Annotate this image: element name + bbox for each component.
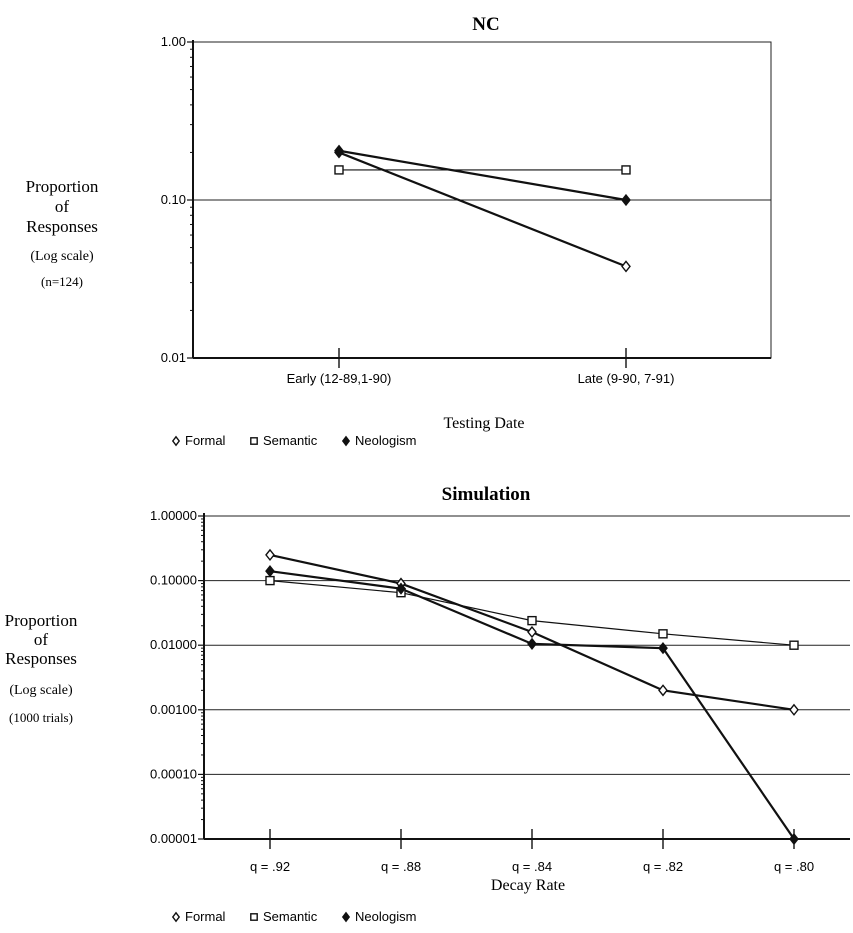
- nc-ylabel-line: of: [55, 197, 70, 216]
- nc-xtick-label: Late (9-90, 7-91): [578, 371, 675, 386]
- sim-legend-label: Formal: [185, 909, 226, 924]
- sim-legend-label: Neologism: [355, 909, 416, 924]
- nc-point-semantic: [621, 165, 631, 175]
- nc-series-line-neologism: [338, 149, 627, 202]
- nc-ytick-label: 0.01: [161, 350, 186, 365]
- nc-legend: Formal Semantic Neologism: [171, 433, 416, 448]
- nc-title: NC: [472, 14, 499, 35]
- nc-xtick-label: Early (12-89,1-90): [287, 371, 392, 386]
- nc-xlabel: Testing Date: [443, 415, 524, 432]
- sim-x-ticks: q = .92 q = .88 q = .84 q = .82 q = .80: [250, 829, 814, 874]
- sim-ylabel-line: (Log scale): [9, 683, 73, 698]
- sim-point-formal: [789, 703, 799, 716]
- sim-ytick-label: 0.10000: [150, 573, 197, 588]
- sim-point-semantic: [789, 640, 799, 650]
- sim-gridlines: [204, 515, 850, 775]
- sim-point-neologism: [396, 582, 406, 595]
- nc-chart: NC Proportion of Responses (Log scale) (…: [26, 14, 772, 448]
- nc-legend-marker-formal: [171, 435, 181, 447]
- sim-ylabel-line: Proportion: [5, 611, 78, 630]
- sim-legend-marker-formal: [171, 911, 181, 923]
- sim-ylabel-line: Responses: [5, 649, 77, 668]
- sim-ytick-label: 0.00010: [150, 766, 197, 781]
- sim-ylabel-line: of: [34, 630, 49, 649]
- sim-ytick-label: 0.00100: [150, 702, 197, 717]
- sim-xtick-label: q = .92: [250, 859, 290, 874]
- sim-legend-marker-neologism: [341, 911, 351, 923]
- sim-ytick-label: 1.00000: [150, 508, 197, 523]
- sim-point-formal: [658, 684, 668, 697]
- sim-ytick-label: 0.00001: [150, 831, 197, 846]
- nc-legend-label: Neologism: [355, 433, 416, 448]
- sim-y-ticks: 1.00000 0.10000 0.01000 0.00100 0.00010 0.000…: [150, 508, 204, 846]
- sim-ylabel-line: (1000 trials): [9, 710, 73, 725]
- nc-legend-marker-semantic: [250, 437, 258, 445]
- sim-ytick-label: 0.01000: [150, 637, 197, 652]
- nc-point-formal: [621, 260, 631, 273]
- nc-ylabel-line: Proportion: [26, 177, 99, 196]
- nc-point-semantic: [334, 165, 344, 175]
- sim-point-neologism: [789, 832, 799, 846]
- sim-legend: Formal Semantic Neologism: [171, 909, 416, 924]
- sim-series: [265, 548, 799, 846]
- sim-point-neologism: [658, 642, 668, 655]
- nc-legend-marker-neologism: [341, 435, 351, 447]
- sim-point-semantic: [658, 629, 668, 639]
- sim-title: Simulation: [442, 484, 531, 505]
- sim-point-formal: [265, 548, 275, 562]
- nc-ytick-label: 1.00: [161, 34, 186, 49]
- nc-ylabel-line: Responses: [26, 217, 98, 236]
- sim-point-neologism: [527, 637, 537, 650]
- sim-point-semantic: [265, 575, 275, 586]
- sim-ylabel: Proportion of Responses (Log scale) (100…: [5, 611, 78, 725]
- nc-ylabel-line: (Log scale): [30, 249, 94, 264]
- nc-y-ticks: 1.00 0.10 0.01: [161, 34, 193, 365]
- sim-legend-label: Semantic: [263, 909, 318, 924]
- sim-point-neologism: [265, 565, 275, 578]
- sim-chart: Simulation Proportion of Responses (Log …: [5, 484, 850, 924]
- nc-series: [334, 144, 631, 273]
- nc-point-neologism: [334, 144, 344, 157]
- nc-ytick-label: 0.10: [161, 192, 186, 207]
- sim-xlabel: Decay Rate: [491, 877, 565, 894]
- nc-series-line-formal: [338, 151, 627, 268]
- nc-point-neologism: [621, 193, 631, 207]
- sim-xtick-label: q = .82: [643, 859, 683, 874]
- nc-ylabel-line: (n=124): [41, 274, 83, 289]
- sim-legend-marker-semantic: [250, 913, 258, 921]
- nc-x-ticks: Early (12-89,1-90) Late (9-90, 7-91): [287, 348, 675, 386]
- nc-legend-label: Semantic: [263, 433, 318, 448]
- sim-series-line-neologism: [269, 570, 795, 840]
- sim-point-formal: [527, 625, 537, 639]
- nc-ylabel: Proportion of Responses (Log scale) (n=1…: [26, 177, 99, 289]
- sim-xtick-label: q = .84: [512, 859, 552, 874]
- sim-xtick-label: q = .88: [381, 859, 421, 874]
- nc-legend-label: Formal: [185, 433, 226, 448]
- sim-point-semantic: [527, 615, 537, 626]
- sim-xtick-label: q = .80: [774, 859, 814, 874]
